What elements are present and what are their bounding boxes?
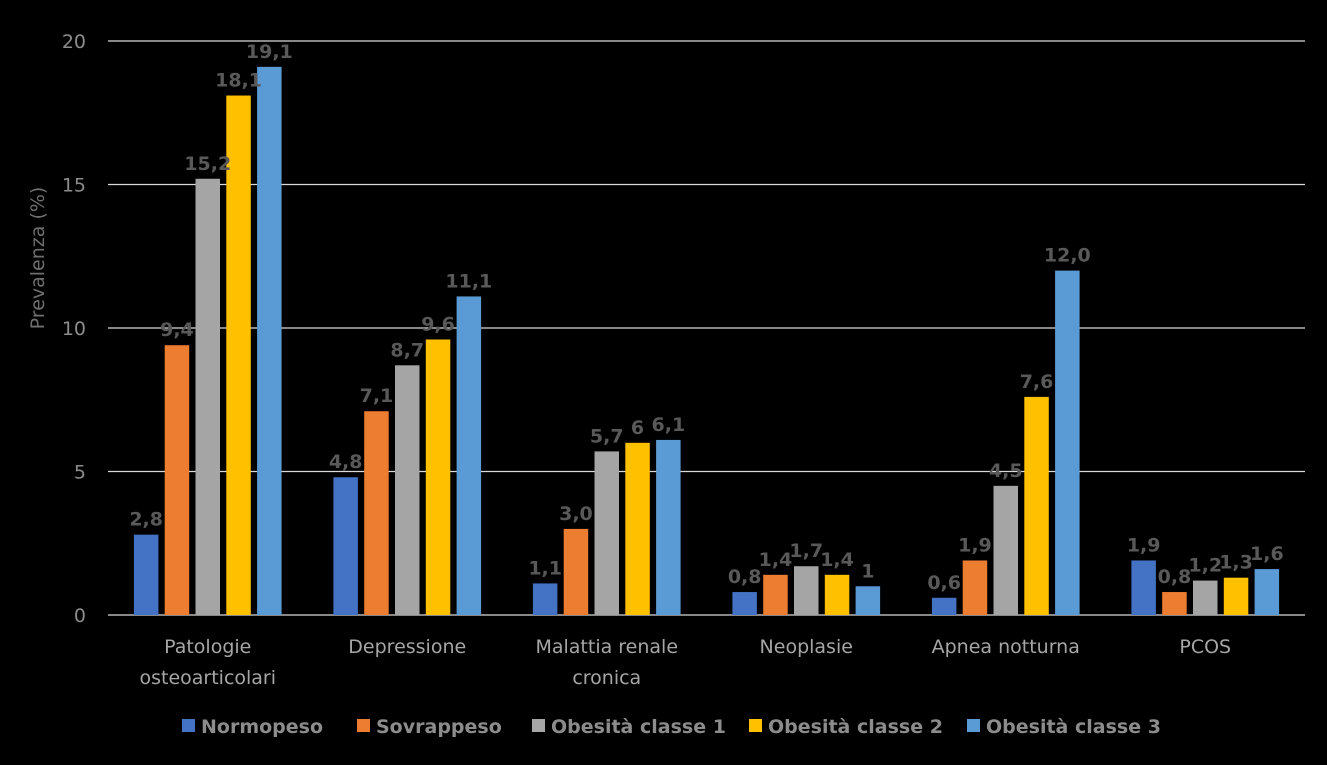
bar <box>257 66 282 615</box>
legend-swatch <box>532 719 545 732</box>
bar <box>195 178 220 615</box>
category-label: cronica <box>572 667 641 689</box>
y-tick-label: 10 <box>62 318 86 340</box>
legend-swatch <box>967 719 980 732</box>
data-label: 1,3 <box>1219 552 1253 574</box>
data-label: 12,0 <box>1044 245 1091 267</box>
data-label: 4,5 <box>989 460 1023 482</box>
bar <box>763 574 788 615</box>
bar <box>532 583 558 615</box>
bar <box>333 477 358 615</box>
legend-swatch <box>182 719 195 732</box>
data-label: 1,1 <box>528 557 562 579</box>
data-label: 5,7 <box>590 425 624 447</box>
legend-label: Obesità classe 1 <box>551 716 726 738</box>
bar <box>594 451 619 615</box>
category-label: Neoplasie <box>760 636 853 658</box>
data-label: 4,8 <box>329 451 363 473</box>
bar <box>395 365 420 615</box>
category-label: Apnea notturna <box>932 636 1080 658</box>
bar <box>164 345 190 615</box>
bar <box>1254 569 1280 615</box>
category-label: Depressione <box>348 636 466 658</box>
data-label: 2,8 <box>129 509 163 531</box>
legend: Normopeso Sovrappeso Obesità classe 1 Obesi… <box>182 716 1161 738</box>
data-label: 8,7 <box>390 339 424 361</box>
bar <box>364 411 389 615</box>
bar <box>931 597 957 615</box>
legend-label: Sovrappeso <box>376 716 502 738</box>
bar <box>625 442 650 615</box>
legend-swatch <box>749 719 762 732</box>
bar <box>962 560 988 615</box>
data-label: 1,4 <box>759 549 793 571</box>
y-tick-label: 20 <box>62 31 86 53</box>
data-label: 9,6 <box>421 313 455 335</box>
data-label: 18,1 <box>215 70 262 92</box>
data-label: 7,6 <box>1020 371 1054 393</box>
bar <box>425 339 451 615</box>
legend-label: Obesità classe 2 <box>768 716 943 738</box>
data-label: 19,1 <box>246 41 293 63</box>
bar <box>226 95 251 615</box>
data-label: 6,1 <box>652 414 686 436</box>
y-axis-label: Prevalenza (%) <box>27 187 49 330</box>
data-label: 0,6 <box>927 572 961 594</box>
data-labels: 2,8 9,4 15,2 18,1 19,1 4,8 7,1 8,7 9,6 11,1 1,1 3,0… <box>129 41 1283 594</box>
bar <box>1055 270 1080 615</box>
data-label: 7,1 <box>360 385 394 407</box>
data-label: 1,9 <box>1127 534 1161 556</box>
y-axis-ticks: 0 5 10 15 20 <box>62 31 86 627</box>
gridlines <box>108 40 1305 616</box>
y-tick-label: 15 <box>62 175 86 197</box>
x-axis-categories: Patologie osteoarticolari Depressione Malat… <box>139 636 1231 689</box>
category-label: Malattia renale <box>535 636 678 658</box>
data-label: 9,4 <box>160 319 194 341</box>
category-label: osteoarticolari <box>139 667 276 689</box>
data-label: 3,0 <box>559 503 593 525</box>
data-label: 11,1 <box>445 270 492 292</box>
bar <box>563 528 589 615</box>
bar <box>1223 577 1249 615</box>
bar <box>133 534 159 615</box>
y-tick-label: 0 <box>74 605 86 627</box>
data-label: 1,6 <box>1250 543 1284 565</box>
bars <box>133 66 1280 615</box>
bar <box>1162 592 1187 615</box>
data-label: 0,8 <box>1158 566 1192 588</box>
legend-label: Obesità classe 3 <box>986 716 1161 738</box>
bar <box>656 439 681 615</box>
bar <box>1131 560 1156 615</box>
bar <box>993 485 1018 615</box>
bar <box>1193 580 1218 615</box>
y-tick-label: 5 <box>74 462 86 484</box>
data-label: 1 <box>861 560 874 582</box>
bar <box>1024 396 1049 615</box>
data-label: 0,8 <box>728 566 762 588</box>
data-label: 6 <box>631 417 644 439</box>
bar <box>855 586 881 615</box>
category-label: PCOS <box>1179 636 1231 658</box>
bar <box>456 296 482 615</box>
data-label: 1,4 <box>820 549 854 571</box>
bar <box>824 574 850 615</box>
legend-swatch <box>357 719 370 732</box>
data-label: 1,7 <box>789 540 823 562</box>
bar <box>732 592 757 615</box>
bar <box>794 566 819 615</box>
category-label: Patologie <box>164 636 251 658</box>
legend-label: Normopeso <box>201 716 323 738</box>
data-label: 1,9 <box>958 534 992 556</box>
data-label: 1,2 <box>1188 555 1222 577</box>
data-label: 15,2 <box>184 153 231 175</box>
